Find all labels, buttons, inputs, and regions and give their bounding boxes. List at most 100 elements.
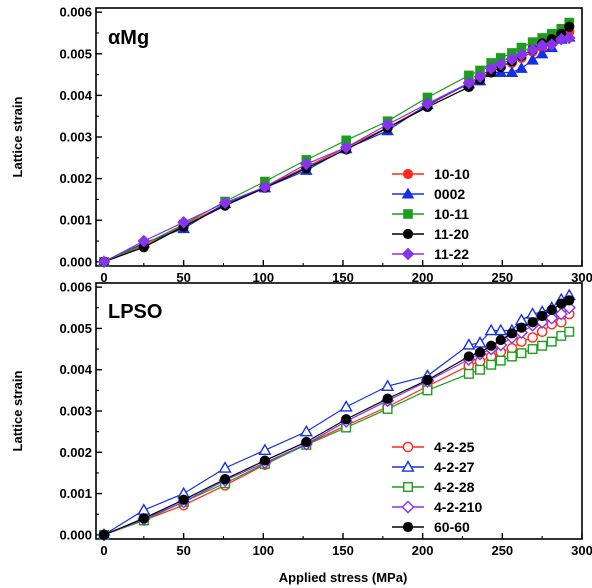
x-tick-label: 200 xyxy=(412,543,434,558)
legend-marker xyxy=(403,209,413,219)
legend-item: 4-2-25 xyxy=(392,439,475,455)
legend-item: 10-11 xyxy=(392,206,469,222)
legend-marker xyxy=(401,247,415,261)
data-point xyxy=(506,351,517,362)
data-point xyxy=(138,513,149,524)
data-point xyxy=(463,368,474,379)
legend-label: 11-20 xyxy=(434,226,469,242)
data-point xyxy=(537,340,548,351)
y-tick-label: 0.001 xyxy=(59,213,92,228)
legend-item: 10-10 xyxy=(392,166,470,182)
y-axis-label: Lattice strain xyxy=(10,96,25,177)
data-point xyxy=(259,455,271,466)
legend-item: 60-60 xyxy=(392,519,470,535)
legend-item: 11-20 xyxy=(392,226,469,242)
legend-label: 10-11 xyxy=(434,206,469,222)
data-point xyxy=(462,76,476,90)
legend-marker xyxy=(401,460,415,472)
data-point xyxy=(486,359,497,370)
data-point xyxy=(341,414,352,425)
y-tick-label: 0.003 xyxy=(59,130,92,145)
data-point xyxy=(505,52,519,66)
data-point xyxy=(462,338,476,350)
legend-marker xyxy=(401,187,415,199)
data-point xyxy=(339,141,353,154)
legend-label: 10-10 xyxy=(434,166,470,182)
data-point xyxy=(562,31,576,45)
legend-label: 4-2-25 xyxy=(434,439,475,455)
data-point xyxy=(564,326,575,337)
data-point xyxy=(463,351,474,362)
x-tick-label: 100 xyxy=(252,270,274,285)
data-point xyxy=(564,21,575,32)
data-point xyxy=(527,332,538,343)
legend-label: 0002 xyxy=(434,186,465,202)
data-point xyxy=(515,61,528,73)
data-point xyxy=(527,344,538,355)
x-tick-label: 150 xyxy=(332,270,354,285)
data-point xyxy=(473,336,487,348)
y-tick-label: 0.001 xyxy=(59,486,92,501)
data-point xyxy=(495,355,506,366)
legend-item: 4-2-27 xyxy=(392,459,475,475)
data-point xyxy=(258,180,272,194)
x-tick-label: 200 xyxy=(412,270,434,285)
data-point xyxy=(300,157,313,171)
data-point xyxy=(486,340,497,351)
x-tick-label: 250 xyxy=(491,270,513,285)
legend-item: 4-2-28 xyxy=(392,479,475,495)
data-point xyxy=(546,336,557,347)
data-point xyxy=(484,323,498,336)
data-point xyxy=(516,348,527,359)
data-point xyxy=(382,393,393,404)
y-tick-label: 0.005 xyxy=(59,46,92,61)
y-tick-label: 0.004 xyxy=(59,362,92,377)
legend-label: 4-2-28 xyxy=(434,479,475,495)
y-tick-label: 0.006 xyxy=(59,280,92,295)
data-point xyxy=(535,39,549,52)
legend-label: 11-22 xyxy=(434,246,469,262)
data-point xyxy=(475,364,486,375)
data-point xyxy=(484,62,498,75)
data-point xyxy=(535,47,549,59)
data-point xyxy=(380,379,395,391)
panel-amg: 0 50 100 150 200 250 300 0.000 0.001 0.002 0.003 0.… xyxy=(10,5,592,285)
data-point xyxy=(526,43,539,56)
panel-lpso: 0 50 100 150 200 250 300 0.000 0.001 0.002 0.003 0.… xyxy=(10,280,592,558)
data-point xyxy=(537,310,548,322)
x-tick-label: 300 xyxy=(571,270,592,285)
data-point xyxy=(545,38,559,51)
data-point xyxy=(545,311,559,325)
data-point xyxy=(554,307,568,321)
data-point xyxy=(421,97,434,111)
y-tick-label: 0.005 xyxy=(59,321,92,336)
legend-label: 60-60 xyxy=(434,519,470,535)
y-tick-label: 0.004 xyxy=(59,88,92,103)
data-point xyxy=(178,494,189,505)
series-11-22 xyxy=(97,31,576,269)
data-point xyxy=(97,255,111,269)
x-tick-label: 100 xyxy=(252,543,274,558)
data-point xyxy=(495,334,506,346)
data-point xyxy=(258,443,272,455)
legend-item: 0002 xyxy=(392,186,465,202)
data-point xyxy=(494,323,508,336)
data-point xyxy=(98,529,110,540)
data-point xyxy=(299,424,313,437)
legend-marker xyxy=(403,482,414,493)
data-point xyxy=(301,436,312,448)
legend-marker xyxy=(402,228,414,240)
x-tick-label: 0 xyxy=(100,270,107,285)
legend-marker xyxy=(401,500,415,514)
y-tick-label: 0.002 xyxy=(59,171,92,186)
legend-marker xyxy=(402,168,414,180)
legend-label: 4-2-210 xyxy=(434,499,482,515)
data-point xyxy=(422,374,433,386)
data-point xyxy=(515,48,528,62)
data-point xyxy=(564,295,575,306)
plot-frame xyxy=(95,7,583,267)
y-axis-label: Lattice strain xyxy=(10,370,25,451)
series-60-60 xyxy=(98,295,575,540)
panel-title: αMg xyxy=(108,27,149,49)
data-point xyxy=(506,328,517,339)
